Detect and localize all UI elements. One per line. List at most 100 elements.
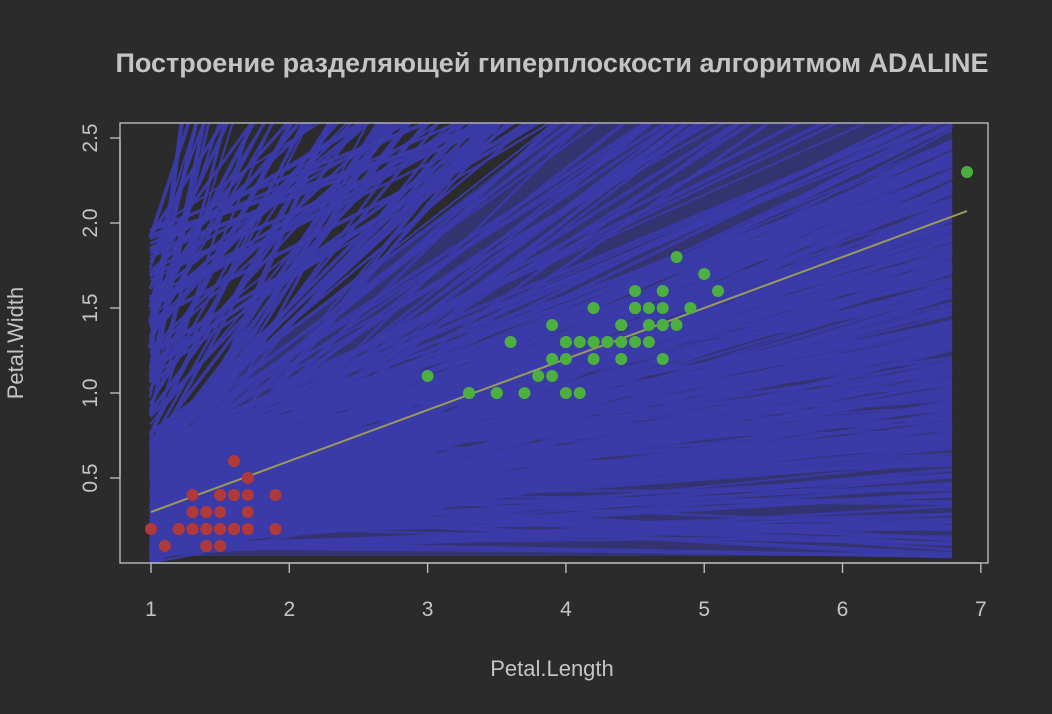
iteration-line	[149, 123, 489, 524]
data-point-class-2	[698, 268, 711, 280]
iteration-line	[149, 493, 953, 542]
data-point-class-1	[214, 523, 227, 535]
y-axis-label: Petal.Width	[3, 287, 28, 400]
final-hyperplane	[150, 210, 968, 513]
iteration-line	[149, 123, 829, 455]
data-point-class-2	[684, 302, 697, 314]
data-point-class-2	[546, 353, 559, 365]
iteration-line	[149, 481, 953, 532]
data-point-class-2	[504, 336, 517, 348]
iteration-line	[149, 547, 953, 556]
data-point-class-2	[656, 353, 669, 365]
iteration-line	[149, 123, 869, 442]
data-point-class-2	[573, 336, 586, 348]
iteration-line	[149, 151, 953, 516]
iteration-line	[148, 123, 628, 498]
data-point-class-1	[158, 540, 171, 552]
iteration-line	[149, 247, 953, 518]
data-point-class-2	[587, 353, 600, 365]
y-tick-label: 1.0	[79, 378, 102, 407]
data-point-class-2	[518, 387, 531, 399]
data-point-class-2	[559, 353, 572, 365]
iteration-line	[149, 409, 953, 563]
data-point-class-2	[642, 336, 655, 348]
x-tick-label: 4	[560, 598, 572, 621]
iteration-line	[148, 123, 191, 239]
data-point-class-2	[629, 285, 642, 297]
data-point-class-2	[656, 285, 669, 297]
data-point-class-1	[214, 540, 227, 552]
iteration-line	[149, 123, 490, 463]
x-axis: 1 2 3 4 5 6 7	[145, 562, 987, 621]
data-point-class-2	[559, 336, 572, 348]
iteration-line	[149, 123, 321, 232]
iteration-line	[149, 436, 953, 526]
y-tick-label: 2.5	[79, 123, 102, 152]
y-axis: 0.5 1.0 1.5 2.0 2.5	[79, 123, 121, 493]
data-point-class-1	[269, 523, 282, 535]
data-point-class-2	[615, 336, 628, 348]
data-points	[145, 166, 973, 552]
iteration-line	[148, 123, 310, 438]
data-point-class-1	[241, 523, 254, 535]
data-point-class-2	[532, 370, 545, 382]
iteration-line	[149, 281, 953, 493]
data-point-class-2	[961, 166, 973, 178]
iteration-line	[148, 123, 266, 339]
data-point-class-2	[712, 285, 725, 297]
iteration-line	[149, 123, 430, 245]
data-point-class-1	[227, 455, 240, 467]
iteration-line	[149, 156, 953, 455]
y-tick-label: 0.5	[79, 463, 102, 492]
data-point-class-1	[145, 523, 157, 535]
data-point-class-2	[601, 336, 614, 348]
iteration-line	[148, 123, 198, 269]
data-point-class-1	[186, 489, 199, 501]
chart-title: Построение разделяющей гиперплоскости ал…	[115, 48, 988, 78]
iteration-line	[149, 371, 953, 480]
iteration-line	[149, 142, 953, 484]
data-point-class-1	[241, 489, 254, 501]
data-point-class-1	[269, 489, 282, 501]
x-tick-label: 5	[698, 598, 710, 621]
data-point-class-1	[186, 506, 199, 518]
data-point-class-2	[546, 370, 559, 382]
data-point-class-2	[642, 302, 655, 314]
data-point-class-1	[186, 523, 199, 535]
iteration-line	[148, 123, 230, 290]
data-point-class-2	[629, 336, 642, 348]
data-point-class-2	[463, 387, 476, 399]
data-point-class-1	[241, 472, 254, 484]
data-point-class-2	[642, 319, 655, 331]
iteration-line	[149, 123, 432, 233]
iteration-line	[148, 123, 227, 415]
data-point-class-1	[172, 523, 185, 535]
final-hyperplane-layer	[150, 210, 968, 513]
data-point-class-2	[656, 319, 669, 331]
iteration-line	[148, 123, 511, 452]
data-point-class-1	[200, 540, 213, 552]
iteration-line	[149, 416, 953, 519]
iteration-line	[149, 123, 474, 449]
x-axis-label: Petal.Length	[490, 656, 614, 681]
iteration-line	[149, 124, 953, 447]
data-point-class-2	[587, 336, 600, 348]
iteration-line	[148, 123, 371, 312]
data-point-class-1	[214, 489, 227, 501]
x-tick-label: 3	[422, 598, 434, 621]
data-point-class-2	[587, 302, 600, 314]
iteration-line	[149, 301, 953, 509]
x-tick-label: 2	[283, 598, 295, 621]
data-point-class-1	[227, 523, 240, 535]
iteration-line	[149, 123, 489, 255]
data-point-class-2	[421, 370, 434, 382]
iteration-line	[149, 218, 953, 456]
iteration-line	[149, 123, 467, 309]
plot-area	[145, 123, 973, 563]
iteration-line	[149, 405, 953, 456]
iteration-line	[148, 123, 221, 326]
data-point-class-1	[200, 506, 213, 518]
data-point-class-2	[670, 251, 683, 263]
iteration-line	[149, 173, 953, 447]
